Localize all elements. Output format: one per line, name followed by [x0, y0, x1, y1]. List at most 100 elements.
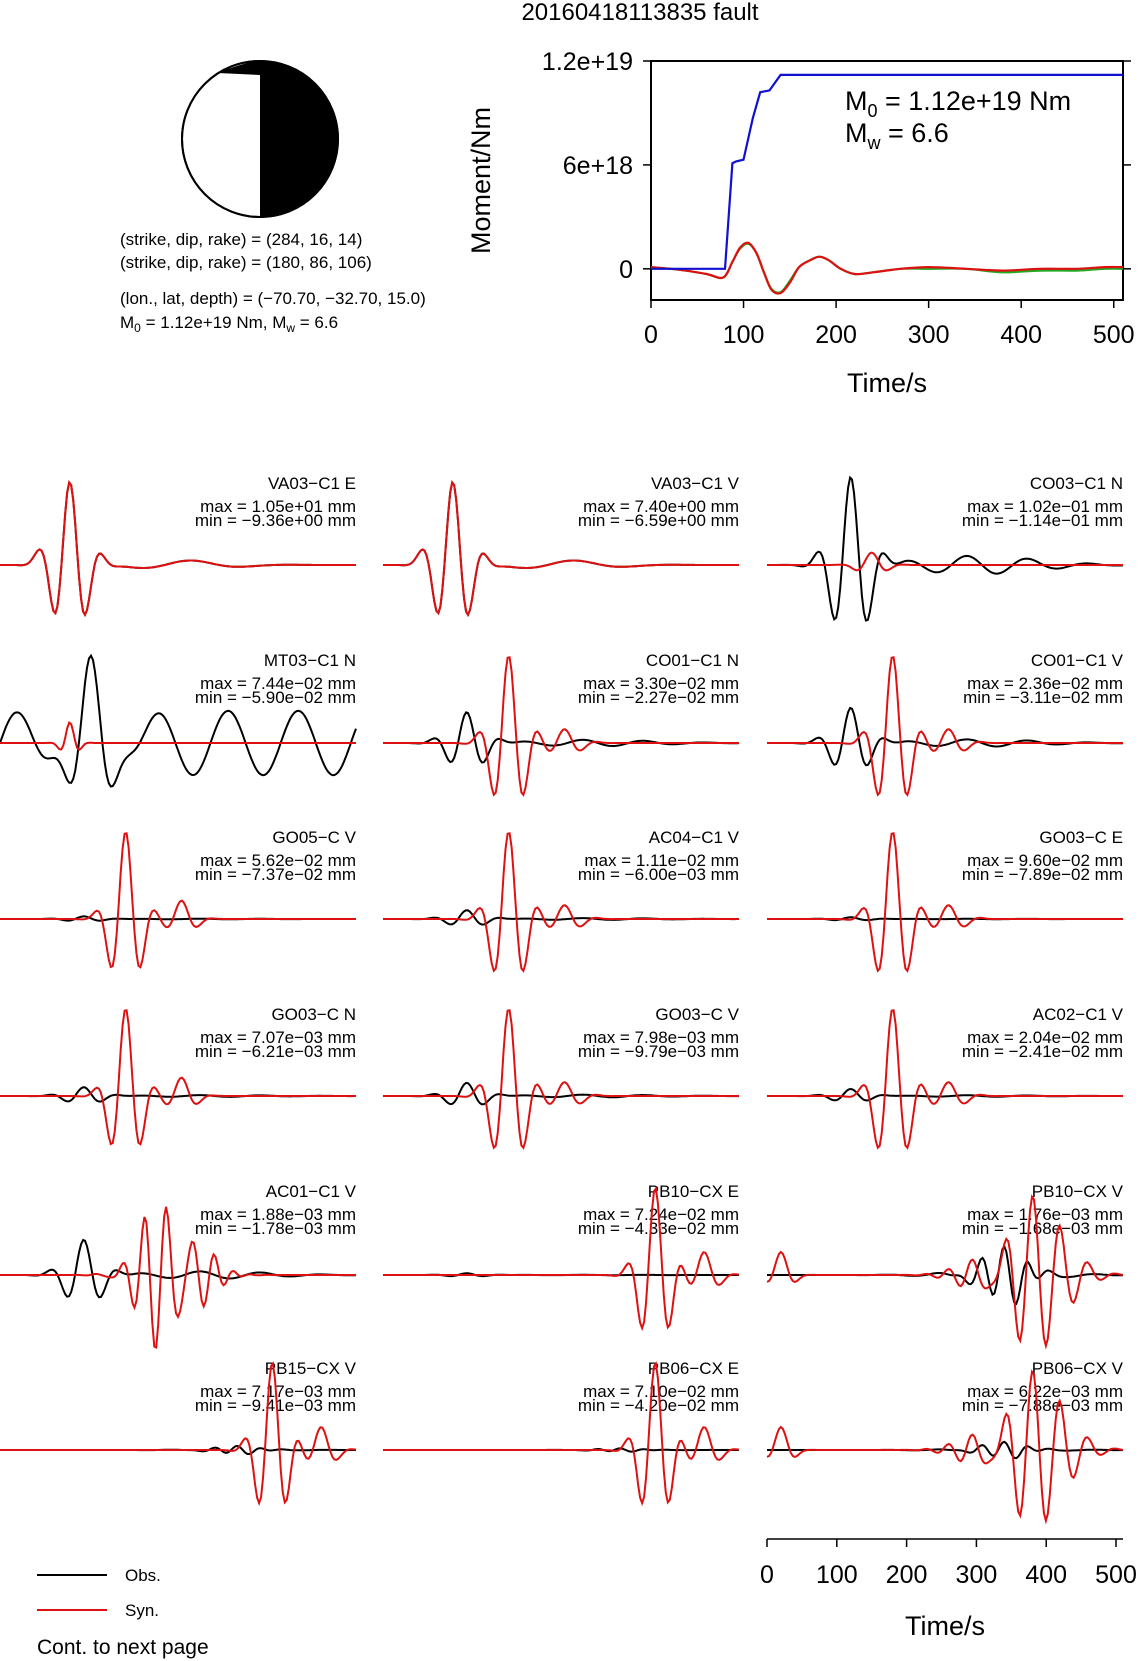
waveform-max-label: max = 1.11e−02 mm: [584, 851, 739, 870]
waveform-station-label: PB15−CX V: [265, 1359, 357, 1378]
waveform-min-label: min = −6.59e+00 mm: [578, 511, 739, 530]
waveform-synthetic-line: [767, 832, 1123, 973]
bottom-axis-tick-label: 200: [886, 1561, 928, 1589]
legend: Obs. Syn.: [37, 1566, 161, 1620]
moment-ytick-label: 6e+18: [563, 152, 633, 180]
waveform-synthetic-line: [767, 1009, 1123, 1150]
moment-cumulative-line: [651, 73, 1123, 270]
moment-plot-frame: [650, 60, 1124, 301]
moment-summary-subw: w: [285, 321, 295, 335]
waveform-max-label: max = 7.98e−03 mm: [583, 1028, 739, 1047]
moment-plot: 0 100 200 300 400 500 0 6e+18 1.2e+19 Time/s Momen…: [466, 48, 1135, 398]
waveform-synthetic-line: [0, 480, 356, 618]
moment-xtick-label: 0: [644, 321, 658, 349]
moment-xlabel: Time/s: [847, 368, 927, 398]
waveform-synthetic-line: [767, 656, 1123, 797]
waveform-station-label: GO03−C V: [655, 1005, 739, 1024]
moment-summary-text: M0 = 1.12e+19 Nm, Mw = 6.6: [120, 313, 338, 335]
moment-mw-label: Mw = 6.6: [845, 118, 949, 153]
moment-xtick-label: 200: [815, 321, 857, 349]
waveform-min-label: min = −2.41e−02 mm: [962, 1042, 1123, 1061]
waveform-max-label: max = 7.44e−02 mm: [200, 674, 356, 693]
bottom-axis-label: Time/s: [905, 1611, 985, 1641]
waveform-max-label: max = 1.88e−03 mm: [200, 1205, 356, 1224]
waveform-station-label: PB10−CX E: [648, 1182, 739, 1201]
waveform-observed-line: [767, 1087, 1123, 1102]
waveform-synthetic-line: [0, 1206, 356, 1350]
moment-m0-sub: 0: [868, 101, 878, 121]
waveform-max-label: max = 1.02e−01 mm: [967, 497, 1123, 516]
waveform-observed-line: [0, 1086, 356, 1103]
waveform-station-label: CO01−C1 N: [646, 651, 739, 670]
moment-ylabel: Moment/Nm: [466, 107, 496, 254]
beachball-icon: [181, 60, 339, 218]
moment-summary-value: = 1.12e+19 Nm, M: [141, 313, 287, 332]
waveform-min-label: min = −9.36e+00 mm: [195, 511, 356, 530]
waveform-min-label: min = −6.00e−03 mm: [578, 865, 739, 884]
bottom-axis-tick-label: 100: [816, 1561, 858, 1589]
figure-title: 20160418113835 fault: [521, 0, 758, 26]
waveform-max-label: max = 7.17e−03 mm: [200, 1382, 356, 1401]
bottom-axis-tick-label: 400: [1025, 1561, 1067, 1589]
waveform-max-label: max = 7.10e−02 mm: [583, 1382, 739, 1401]
waveform-observed-line: [383, 711, 740, 764]
waveform-synthetic-line: [383, 656, 739, 797]
waveform-synthetic-line: [383, 832, 739, 973]
waveform-observed-line: [383, 909, 739, 926]
waveform-station-label: AC01−C1 V: [266, 1182, 357, 1201]
moment-m0-value: = 1.12e+19 Nm: [878, 86, 1072, 116]
moment-xtick-label: 400: [1000, 321, 1042, 349]
moment-ytick-label: 1.2e+19: [542, 48, 633, 76]
waveform-station-label: MT03−C1 N: [264, 651, 356, 670]
waveform-min-label: min = −5.90e−02 mm: [195, 688, 356, 707]
moment-summary-mw: = 6.6: [295, 313, 338, 332]
waveform-min-label: min = −2.27e−02 mm: [578, 688, 739, 707]
waveform-synthetic-line: [766, 1194, 1124, 1350]
location-text: (lon., lat, depth) = (−70.70, −32.70, 15…: [120, 289, 426, 308]
waveform-synthetic-line: [0, 1361, 357, 1507]
bottom-time-axis: 0 100 200 300 400 500 Time/s: [760, 1538, 1137, 1641]
waveform-min-label: min = −3.11e−02 mm: [963, 688, 1123, 707]
waveform-station-label: PB10−CX V: [1032, 1182, 1124, 1201]
waveform-station-label: GO03−C E: [1039, 828, 1123, 847]
moment-m0-label: M0 = 1.12e+19 Nm: [845, 86, 1071, 121]
moment-summary-m: M: [120, 313, 134, 332]
waveform-station-label: GO03−C N: [271, 1005, 356, 1024]
moment-m0-prefix: M: [845, 86, 868, 116]
waveform-station-label: PB06−CX E: [648, 1359, 739, 1378]
waveform-max-label: max = 6.22e−03 mm: [967, 1382, 1123, 1401]
waveform-min-label: min = −9.79e−03 mm: [578, 1042, 739, 1061]
moment-xtick-label: 100: [723, 321, 765, 349]
waveform-min-label: min = −7.89e−02 mm: [962, 865, 1123, 884]
waveform-min-label: min = −1.14e−01 mm: [962, 511, 1123, 530]
waveform-min-label: min = −4.33e−02 mm: [578, 1219, 739, 1238]
waveform-synthetic-line: [767, 551, 1123, 572]
moment-summary-sub0: 0: [134, 321, 141, 335]
legend-syn-label: Syn.: [125, 1601, 159, 1620]
waveform-min-label: min = −7.88e−03 mm: [962, 1396, 1123, 1415]
waveform-station-label: AC02−C1 V: [1033, 1005, 1124, 1024]
waveform-min-label: min = −1.68e−03 mm: [962, 1219, 1123, 1238]
moment-ytick-label: 0: [619, 256, 633, 284]
waveform-observed-line: [0, 1238, 356, 1299]
waveform-max-label: max = 2.04e−02 mm: [967, 1028, 1123, 1047]
waveform-min-label: min = −7.37e−02 mm: [195, 865, 356, 884]
waveform-max-label: max = 7.24e−02 mm: [583, 1205, 739, 1224]
waveform-min-label: min = −1.78e−03 mm: [195, 1219, 356, 1238]
